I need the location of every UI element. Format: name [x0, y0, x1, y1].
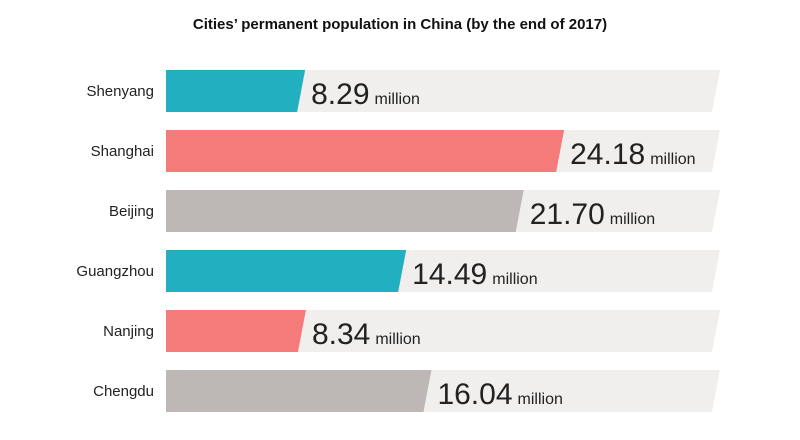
value-label: 8.34 million	[312, 318, 421, 351]
bar-nanjing	[166, 310, 306, 352]
category-label: Chengdu	[93, 383, 154, 400]
bar-shanghai	[166, 130, 565, 172]
bar-guangzhou	[166, 250, 407, 292]
value-label: 14.49 million	[412, 258, 537, 291]
value-label: 24.18 million	[570, 138, 695, 171]
category-label: Beijing	[109, 203, 154, 220]
bar-chengdu	[166, 370, 432, 412]
value-label: 16.04 million	[437, 378, 562, 411]
bar-track	[166, 310, 720, 352]
value-label: 21.70 million	[530, 198, 655, 231]
category-label: Guangzhou	[76, 263, 154, 280]
value-label: 8.29 million	[311, 78, 420, 111]
bar-beijing	[166, 190, 524, 232]
category-label: Shenyang	[86, 83, 154, 100]
bar-track	[166, 70, 720, 112]
category-label: Nanjing	[103, 323, 154, 340]
category-label: Shanghai	[91, 143, 154, 160]
bar-shenyang	[166, 70, 306, 112]
chart-title: Cities’ permanent population in China (b…	[192, 16, 608, 33]
